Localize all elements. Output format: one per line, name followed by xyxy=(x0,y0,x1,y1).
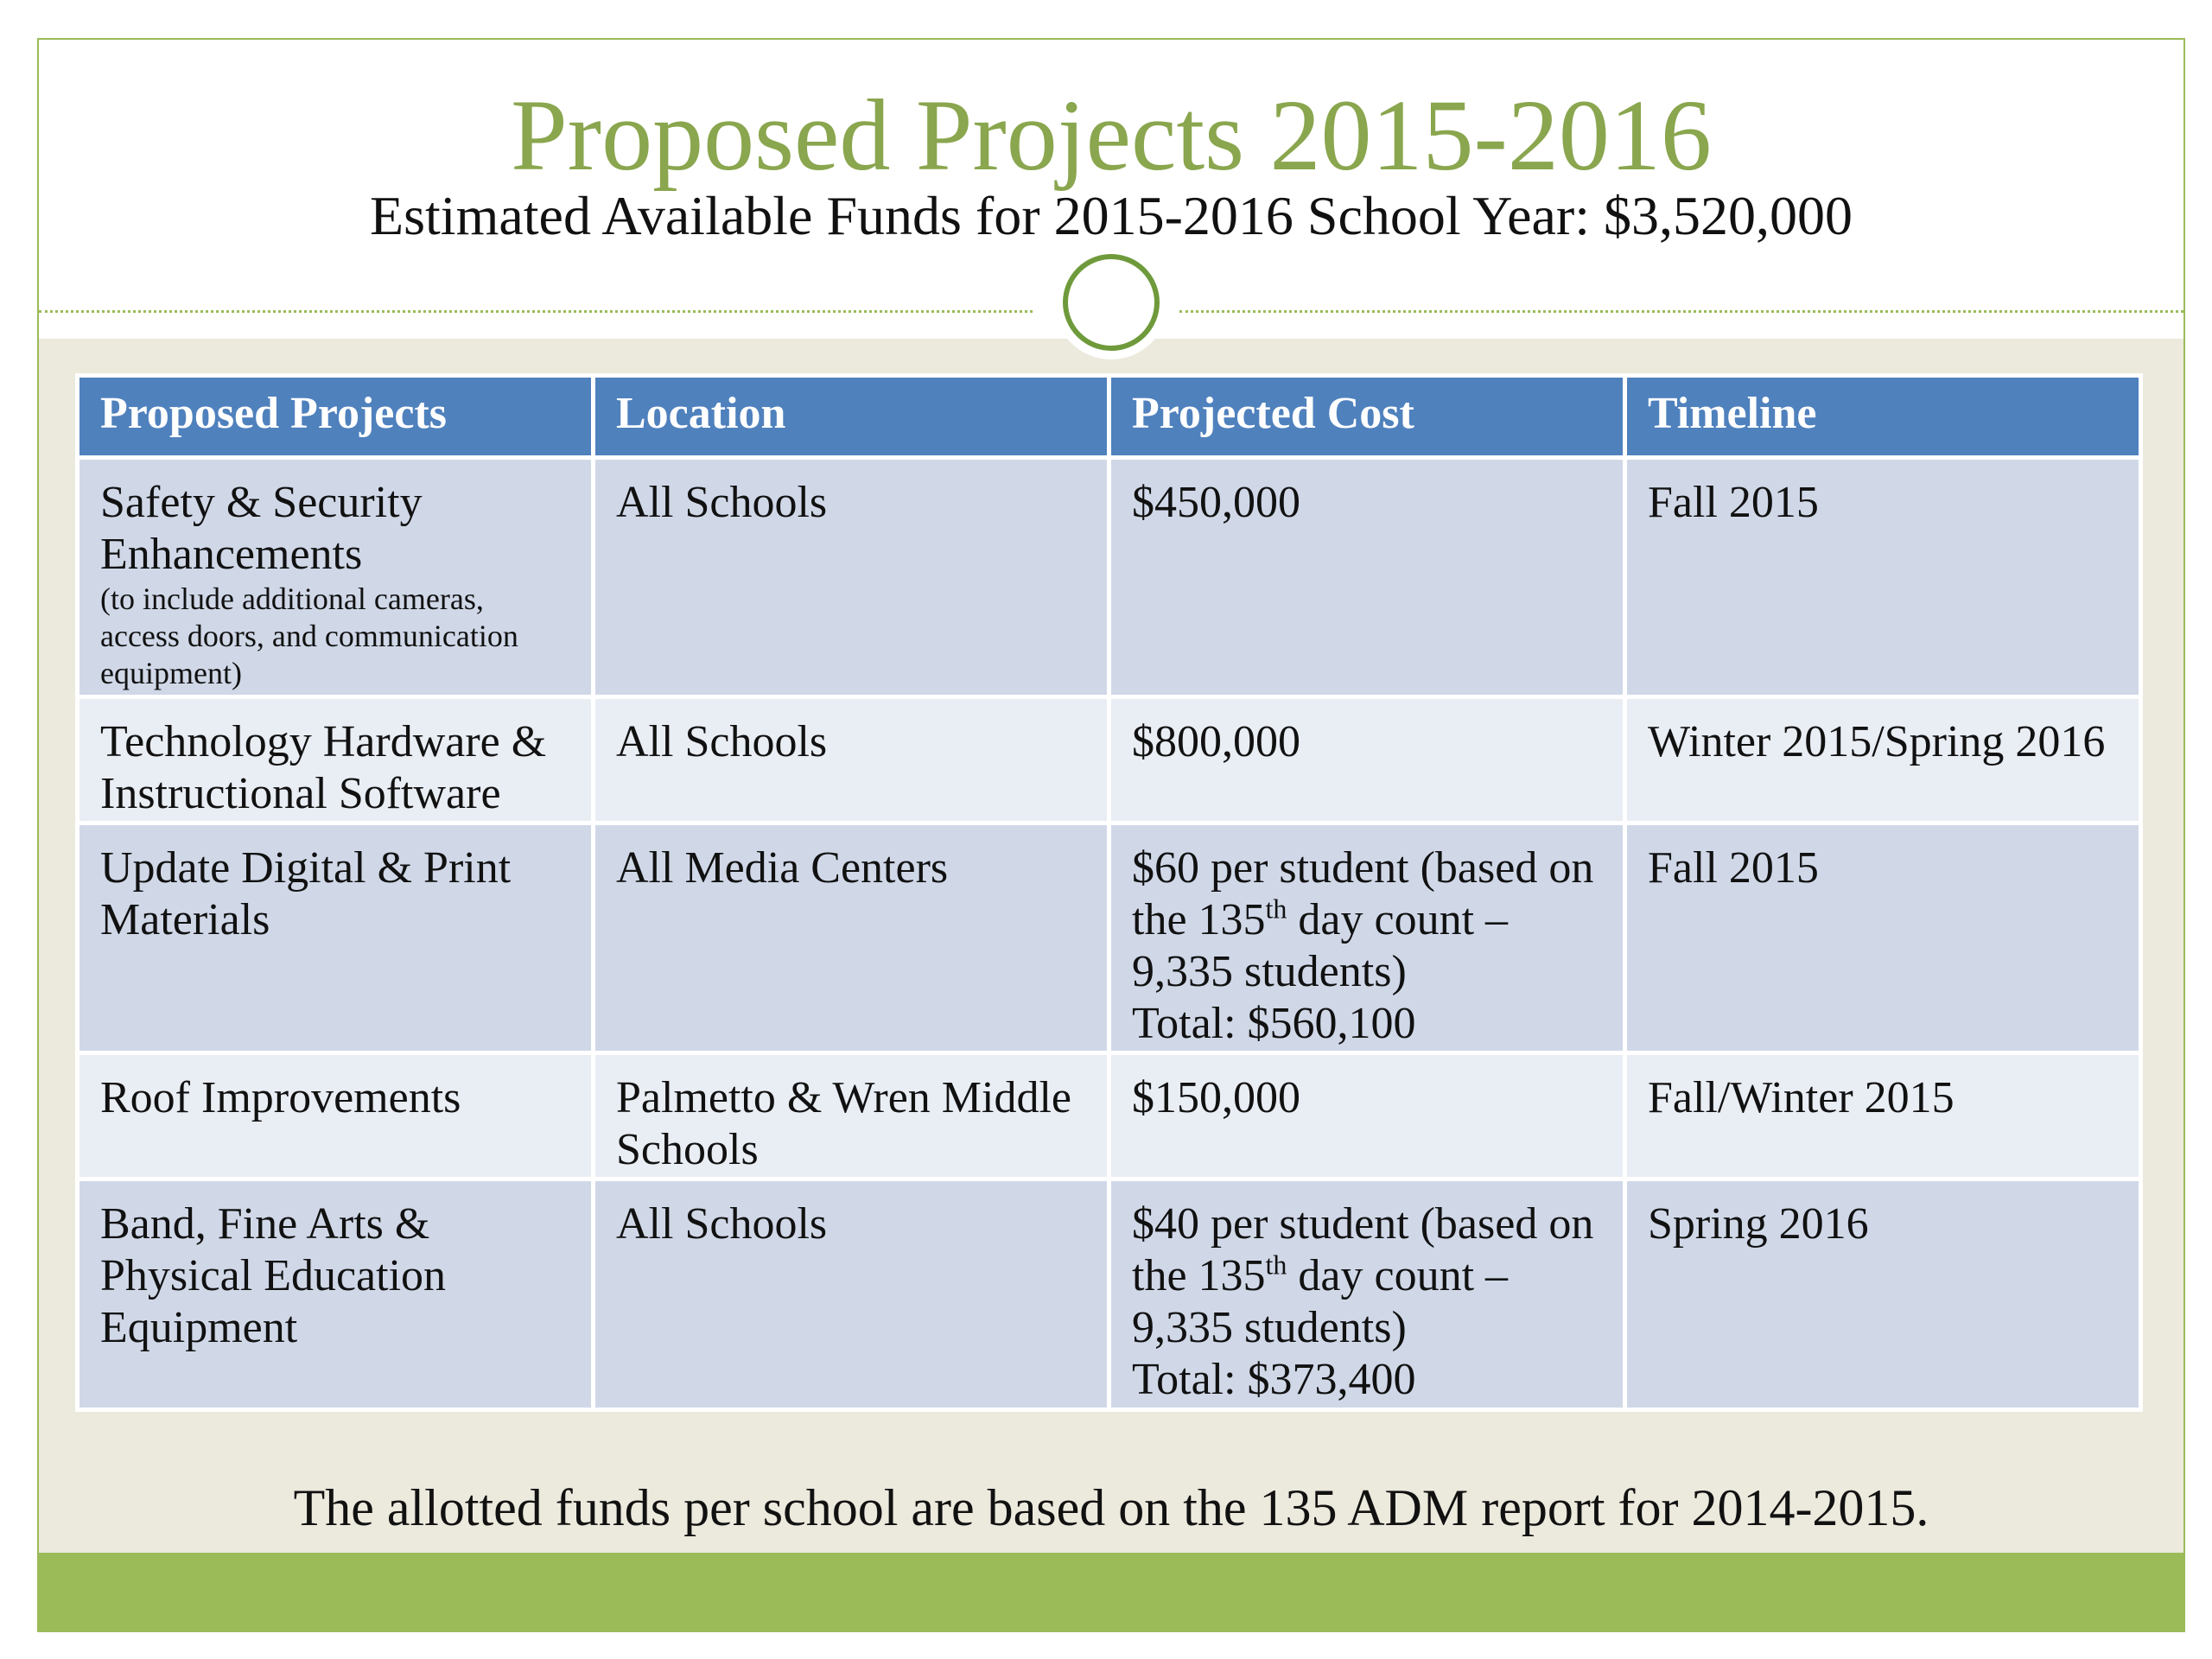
divider xyxy=(1179,310,2183,313)
table-cell: Technology Hardware & Instructional Soft… xyxy=(75,695,595,825)
table-cell: Fall 2015 xyxy=(1623,455,2143,699)
table-row: Update Digital & Print Materials All Medi… xyxy=(75,821,2143,1055)
projects-table: Proposed Projects Location Projected Cost T… xyxy=(75,373,2143,1412)
table-row: Roof Improvements Palmetto & Wren Middle … xyxy=(75,1051,2143,1181)
table-row: Band, Fine Arts & Physical Education Equ… xyxy=(75,1177,2143,1412)
table-cell: Band, Fine Arts & Physical Education Equ… xyxy=(75,1177,595,1412)
table-cell: $60 per student (based on the 135th day … xyxy=(1107,821,1627,1055)
table-cell: Fall 2015 xyxy=(1623,821,2143,1055)
header-row: Proposed Projects Location Projected Cost T… xyxy=(75,373,2143,460)
title: Proposed Projects 2015-2016 xyxy=(511,79,1712,192)
table-row: Safety & Security Enhancements (to includ… xyxy=(75,455,2143,699)
table-cell: $150,000 xyxy=(1107,1051,1627,1181)
table-cell: $40 per student (based on the 135th day … xyxy=(1107,1177,1627,1412)
cell-total: Total: $560,100 xyxy=(1132,999,1416,1048)
superscript: th xyxy=(1265,1249,1287,1281)
slide: Proposed Projects 2015-2016 Estimated Av… xyxy=(37,38,2185,1632)
cell-text: Safety & Security Enhancements xyxy=(100,478,423,579)
table-cell: Safety & Security Enhancements (to includ… xyxy=(75,455,595,699)
table-cell: Spring 2016 xyxy=(1623,1177,2143,1412)
ornament xyxy=(1054,245,1168,359)
cell-text: $40 per student (based on the 135 xyxy=(1132,1199,1594,1300)
column-header: Timeline xyxy=(1623,373,2143,460)
table-cell: Roof Improvements xyxy=(75,1051,595,1181)
column-header: Location xyxy=(591,373,1111,460)
table-cell: $450,000 xyxy=(1107,455,1627,699)
table-cell: Update Digital & Print Materials xyxy=(75,821,595,1055)
cell-text: day count – 9,335 students) xyxy=(1132,1251,1509,1352)
cell-note: (to include additional cameras, access d… xyxy=(100,582,518,690)
table-body: Safety & Security Enhancements (to includ… xyxy=(75,455,2143,1412)
table-cell: Winter 2015/Spring 2016 xyxy=(1623,695,2143,825)
table-row: Technology Hardware & Instructional Soft… xyxy=(75,695,2143,825)
divider xyxy=(39,310,1033,313)
cell-total: Total: $373,400 xyxy=(1132,1355,1416,1404)
column-header: Proposed Projects xyxy=(75,373,595,460)
superscript: th xyxy=(1265,893,1287,925)
table-cell: All Media Centers xyxy=(591,821,1111,1055)
table-cell: All Schools xyxy=(591,1177,1111,1412)
subtitle: Estimated Available Funds for 2015-2016 … xyxy=(370,185,1853,246)
table-cell: Fall/Winter 2015 xyxy=(1623,1051,2143,1181)
footnote: The allotted funds per school are based … xyxy=(293,1479,1929,1536)
table-cell: All Schools xyxy=(591,455,1111,699)
table-cell: $800,000 xyxy=(1107,695,1627,825)
column-header: Projected Cost xyxy=(1107,373,1627,460)
cell-text: $60 per student (based on the 135 xyxy=(1132,843,1594,944)
table-cell: All Schools xyxy=(591,695,1111,825)
footer-bar xyxy=(39,1553,2183,1630)
cell-text: day count – 9,335 students) xyxy=(1132,895,1509,996)
table-cell: Palmetto & Wren Middle Schools xyxy=(591,1051,1111,1181)
